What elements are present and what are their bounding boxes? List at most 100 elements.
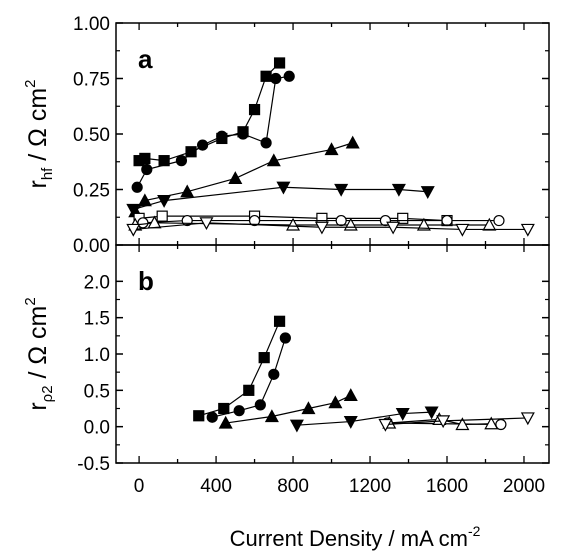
data-point	[391, 183, 406, 197]
data-point	[455, 417, 470, 431]
data-point	[216, 130, 228, 142]
data-point	[520, 412, 535, 426]
series-line	[136, 75, 290, 188]
data-point	[233, 405, 245, 417]
x-tick-label: 1600	[426, 476, 468, 497]
data-point	[237, 128, 249, 140]
data-point	[328, 395, 343, 409]
data-point	[228, 171, 243, 184]
y-tick-label: 0.75	[73, 70, 110, 91]
data-point	[286, 217, 301, 231]
data-point	[126, 223, 141, 237]
data-point	[193, 410, 205, 422]
data-point	[378, 418, 393, 432]
data-point	[343, 388, 358, 402]
data-point	[493, 214, 505, 227]
data-point	[156, 210, 168, 222]
data-point	[266, 153, 281, 167]
data-point	[335, 214, 347, 227]
y-tick-label: 0.50	[73, 125, 110, 146]
y-axis-label-main: r	[24, 180, 52, 188]
data-point	[334, 183, 349, 197]
x-tick-label: 800	[277, 476, 309, 497]
y-axis-label-sub: hf	[39, 167, 56, 180]
y-tick-label: 2.0	[84, 272, 110, 293]
data-point	[276, 181, 291, 195]
series-line	[133, 186, 428, 211]
data-point	[197, 139, 209, 151]
data-point	[314, 221, 329, 235]
y-axis-label-unit: / Ω cm	[24, 306, 52, 386]
x-tick-label: 2000	[503, 476, 545, 497]
data-point	[345, 135, 360, 149]
series-line	[389, 418, 492, 426]
x-axis-label-sup: -2	[468, 523, 481, 539]
data-point	[268, 368, 280, 380]
y-axis-label: rρ2 / Ω cm2	[22, 297, 56, 410]
data-point	[395, 407, 410, 421]
data-point	[416, 217, 431, 231]
x-tick-label: 400	[200, 476, 232, 497]
data-point	[126, 203, 141, 217]
data-point	[260, 137, 272, 149]
data-point	[139, 152, 151, 165]
data-point	[436, 415, 451, 429]
series-line	[198, 321, 281, 417]
data-point	[324, 142, 339, 156]
series-line	[296, 411, 432, 426]
data-point	[258, 352, 270, 364]
data-point	[185, 146, 197, 158]
data-point	[386, 221, 401, 235]
data-point	[248, 214, 261, 227]
x-tick-label: 0	[134, 476, 145, 497]
data-point	[441, 214, 453, 227]
y-tick-label: 1.0	[84, 345, 110, 366]
data-point	[264, 409, 279, 423]
data-point	[254, 399, 266, 411]
data-point	[175, 155, 188, 167]
data-point	[520, 223, 535, 237]
series-line	[133, 222, 528, 231]
data-point	[218, 402, 230, 415]
y-tick-label: 1.5	[84, 309, 110, 330]
series-line	[134, 142, 353, 213]
panel-label: b	[138, 266, 154, 296]
data-point	[484, 416, 499, 430]
y-axis-label-sup: 2	[22, 80, 39, 88]
data-point	[283, 70, 295, 82]
data-point	[301, 401, 316, 415]
data-point	[420, 186, 435, 199]
data-point	[243, 384, 255, 396]
data-point	[279, 332, 291, 344]
data-point	[495, 418, 507, 431]
y-tick-label: 1.00	[73, 14, 110, 35]
data-point	[424, 406, 439, 420]
y-tick-label: 0.00	[73, 236, 110, 257]
data-point	[273, 315, 286, 327]
data-point	[180, 184, 195, 198]
data-point	[199, 217, 214, 231]
y-tick-label: 0.25	[73, 181, 110, 202]
y-axis-label-main: r	[24, 402, 52, 410]
x-axis-label: Current Density / mA cm-2	[230, 523, 481, 551]
data-point	[157, 195, 172, 208]
data-point	[289, 419, 304, 433]
panel-b-frame	[115, 244, 550, 464]
data-point	[248, 103, 261, 116]
y-axis-label-sub: ρ2	[39, 385, 56, 402]
data-point	[270, 72, 282, 85]
y-axis-label-sup: 2	[22, 297, 39, 305]
y-axis-label-unit: / Ω cm	[24, 88, 52, 168]
y-tick-label: 0.0	[84, 418, 110, 439]
data-point	[260, 70, 272, 82]
data-point	[218, 415, 233, 429]
data-point	[397, 212, 409, 224]
panel-label: a	[138, 44, 153, 74]
y-tick-label: -0.5	[77, 454, 110, 475]
data-point	[141, 163, 153, 176]
data-point	[206, 411, 218, 423]
data-point	[343, 415, 358, 429]
data-point	[131, 181, 143, 193]
